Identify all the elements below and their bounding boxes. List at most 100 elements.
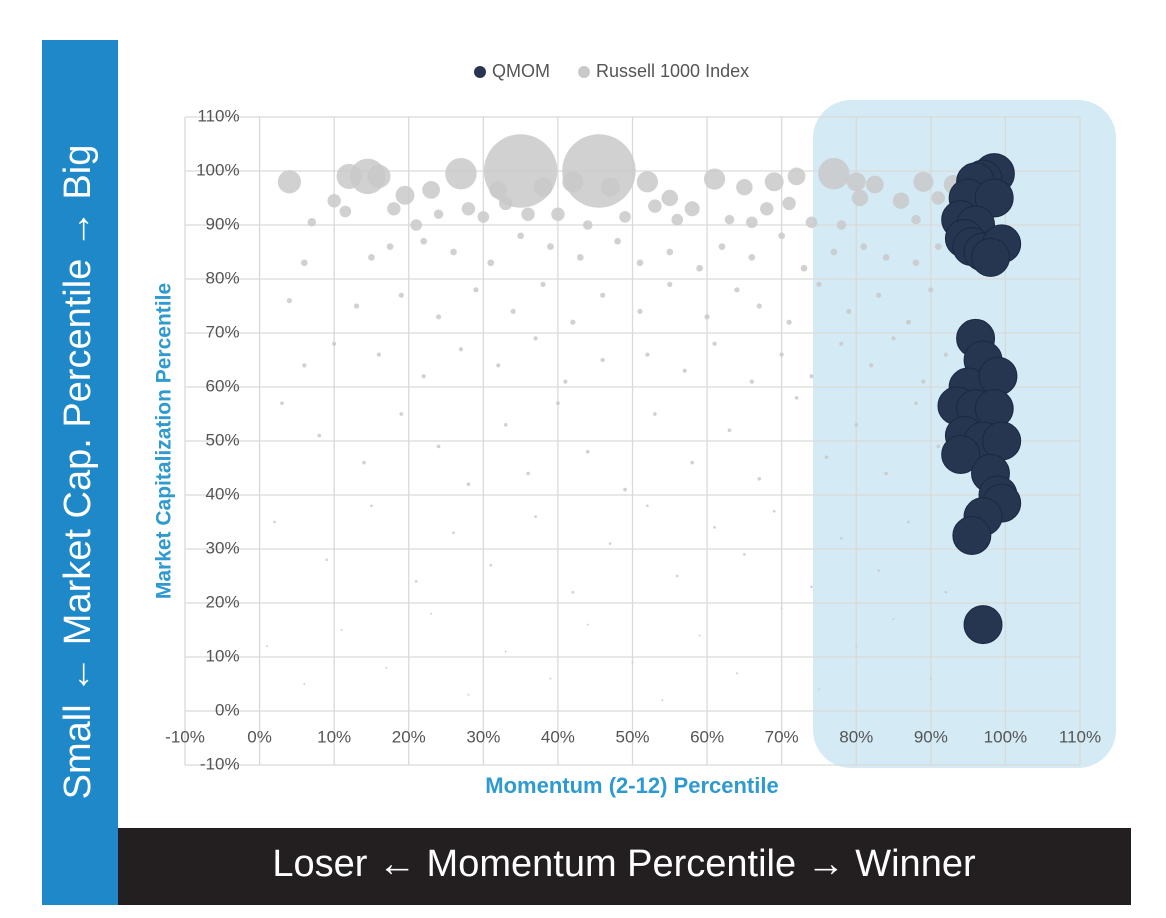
bubble (724, 214, 735, 225)
bubble (931, 191, 945, 205)
bubble (936, 444, 941, 449)
left-band-label: Small ← Market Cap. Percentile → Big (57, 145, 99, 800)
bubble (376, 352, 382, 357)
bubble (757, 476, 762, 481)
bubble (914, 401, 918, 406)
y-tick-label: -10% (200, 754, 240, 773)
bubble (571, 590, 575, 594)
bubble (273, 520, 276, 524)
legend-label: QMOM (492, 61, 550, 81)
bubble (636, 171, 659, 193)
bubble (600, 357, 605, 363)
bubble (718, 243, 726, 250)
y-tick-label: 100% (196, 160, 239, 179)
grid: -10% 0% 10% 20% 30% 40% 50% 60% 70% 80% 90% 100% 110… (165, 106, 1101, 773)
bubble (839, 341, 844, 346)
bubble (869, 363, 874, 368)
bubble (332, 341, 337, 346)
bubble (818, 157, 850, 190)
bubble (891, 336, 896, 341)
legend-marker (474, 66, 486, 78)
y-tick-label: 30% (206, 538, 240, 557)
bubble (327, 193, 341, 208)
bubble (734, 287, 740, 293)
bottom-band-label: Loser ← Momentum Percentile → Winner (272, 843, 976, 885)
bubble (809, 374, 814, 379)
bubble (489, 563, 493, 567)
bubble (690, 460, 695, 465)
x-tick-label: 80% (839, 727, 873, 746)
bubble (336, 163, 362, 189)
bubble (760, 202, 774, 216)
bubble (666, 248, 674, 256)
bubble (517, 232, 524, 240)
bubble (846, 172, 866, 192)
bubble (810, 585, 813, 589)
bubble (504, 650, 507, 653)
bubble (780, 607, 783, 610)
bubble (839, 536, 843, 540)
bubble (477, 211, 490, 223)
x-tick-label: 70% (765, 727, 799, 746)
x-tick-label: -10% (165, 727, 205, 746)
bubble (340, 629, 343, 631)
y-axis-title: Market Capitalization Percentile (153, 283, 176, 599)
bubble (703, 168, 726, 190)
bubble (786, 319, 792, 325)
bubble (800, 264, 808, 272)
bubble (487, 259, 495, 267)
bubble (779, 352, 784, 357)
bubble (836, 220, 847, 230)
bubble (727, 428, 732, 433)
bubble (277, 170, 302, 194)
bubble (866, 175, 884, 194)
bubble (882, 254, 890, 261)
bubble (934, 243, 942, 250)
bubble (547, 243, 554, 250)
y-tick-label: 80% (206, 268, 240, 287)
bubble (436, 444, 441, 449)
bubble (600, 177, 620, 197)
bubble (450, 248, 457, 256)
bubble (302, 363, 307, 368)
bubble (367, 164, 391, 189)
bubble (907, 520, 910, 524)
bubble (636, 259, 644, 267)
bubble (586, 623, 589, 626)
bubble (562, 171, 584, 193)
bubble (892, 192, 910, 209)
bubble (466, 482, 471, 487)
bubble (876, 292, 882, 298)
bubble (421, 374, 426, 379)
x-tick-label: 40% (541, 727, 575, 746)
bubble (667, 281, 673, 287)
bubble (929, 677, 932, 680)
bubble (928, 287, 934, 293)
bubble (398, 292, 404, 298)
bubble (671, 213, 684, 226)
bubble (648, 199, 662, 213)
bubble (952, 516, 992, 555)
bubble (526, 471, 530, 476)
bubble (563, 379, 568, 384)
bubble (817, 688, 820, 691)
bubble (846, 308, 852, 314)
bubble (551, 207, 565, 221)
bubble (661, 699, 664, 702)
left-band (42, 40, 118, 905)
bubble (941, 435, 981, 474)
bubble (661, 189, 679, 207)
bubble (794, 395, 799, 400)
x-tick-label: 0% (247, 727, 272, 746)
legend-label: Russell 1000 Index (596, 61, 749, 81)
y-tick-label: 0% (215, 700, 240, 719)
bubble (585, 449, 590, 454)
bubble (884, 471, 888, 476)
bubble (452, 531, 455, 535)
bubble (855, 645, 858, 648)
bubble (533, 177, 553, 197)
y-tick-label: 70% (206, 322, 240, 341)
bubble (325, 558, 329, 562)
bubble (533, 336, 538, 341)
bubble (646, 504, 649, 508)
